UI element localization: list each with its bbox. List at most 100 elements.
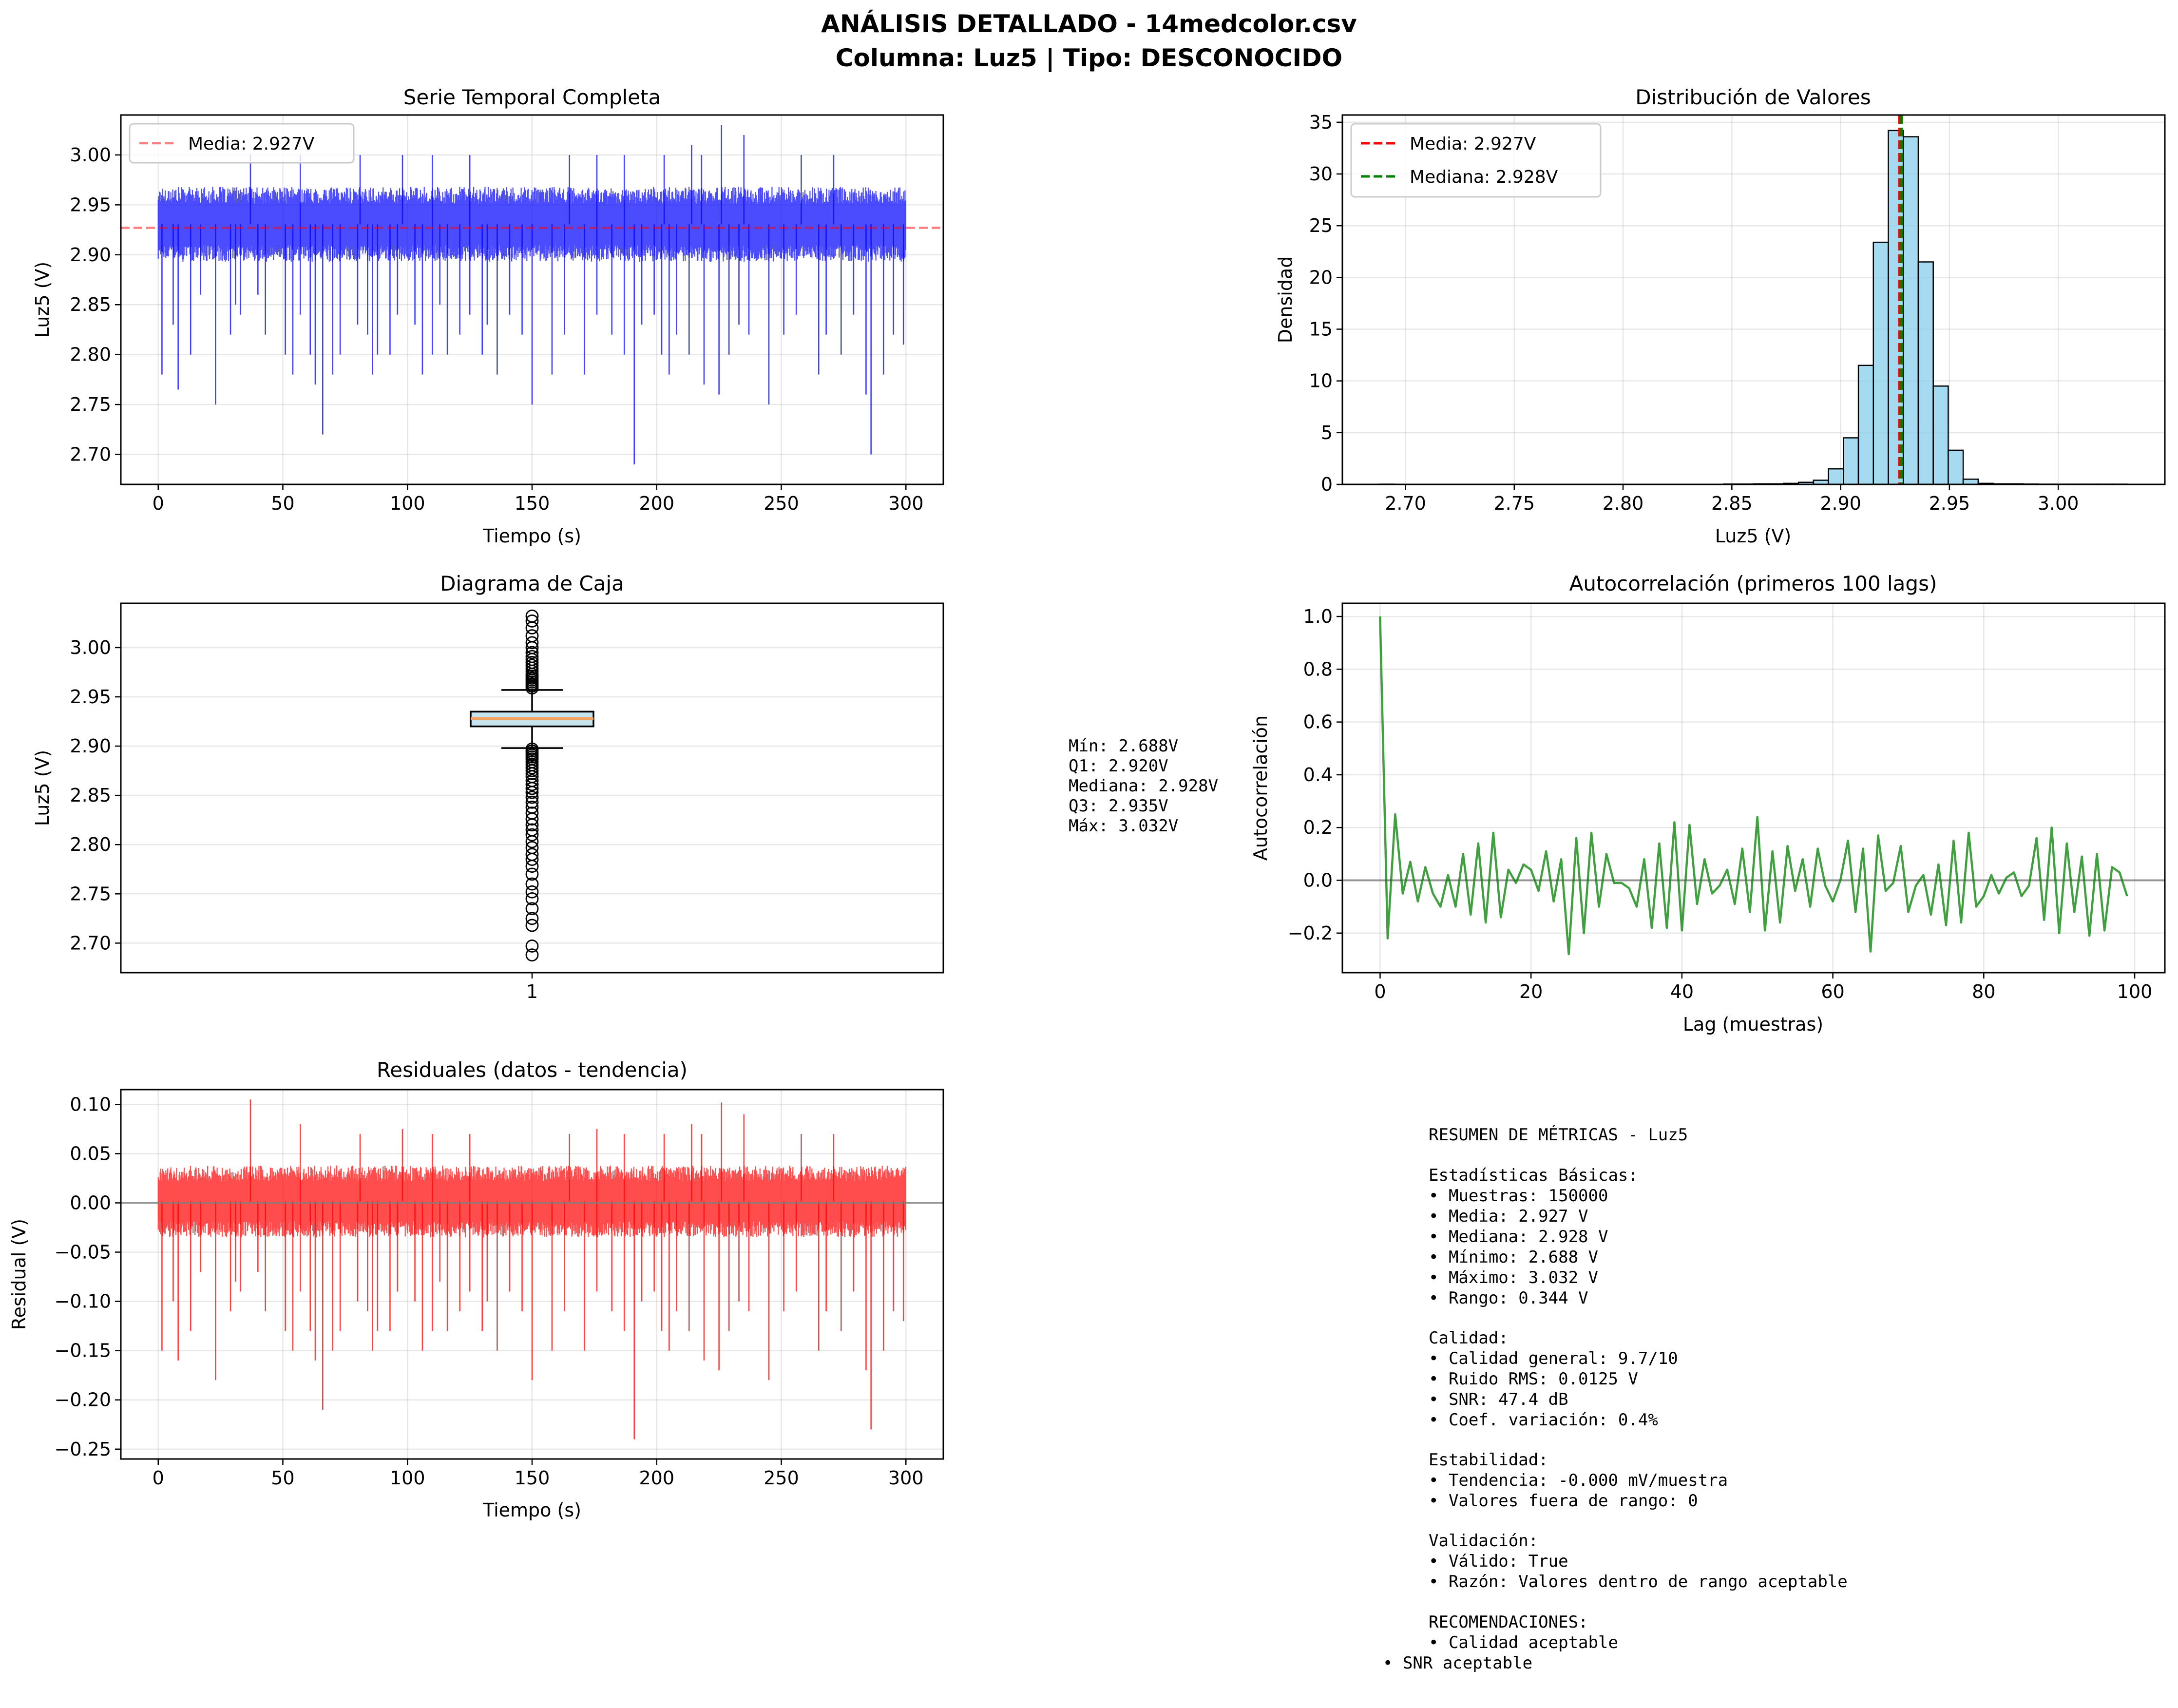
y-tick-label: 2.75 [70, 394, 111, 415]
box-stat-q3: Q3: 2.935V [1069, 796, 1168, 816]
summary-basic-item-1: • Media: 2.927 V [1429, 1207, 1588, 1226]
y-tick-label: 0.8 [1303, 658, 1333, 680]
legend-label-mean: Media: 2.927V [188, 134, 315, 154]
outlier-point [525, 823, 539, 837]
residuals-xlabel: Tiempo (s) [482, 1499, 581, 1521]
summary-validation-item-1: • Razón: Valores dentro de rango aceptab… [1429, 1572, 1848, 1592]
summary-basic-item-0: • Muestras: 150000 [1429, 1186, 1608, 1206]
y-tick-label: 2.80 [70, 834, 111, 855]
autocorrelation-ticks: 0 20 40 60 80 100 −0.2 0.0 0.2 0.4 0.6 0.8 1.0 [1288, 606, 2153, 1002]
x-tick-label: 2.80 [1603, 493, 1644, 514]
y-tick-label: −0.05 [55, 1242, 111, 1263]
boxplot-ticks: 2.70 2.75 2.80 2.85 2.90 2.95 3.00 1 [70, 637, 538, 1002]
y-tick-label: 2.85 [70, 785, 111, 806]
outlier-point [525, 867, 539, 881]
x-tick-label: 100 [390, 493, 425, 514]
y-tick-label: 5 [1321, 422, 1333, 443]
outlier-point [525, 828, 539, 842]
histogram-bar [1828, 468, 1844, 485]
x-tick-label: 0 [1374, 981, 1386, 1002]
x-tick-label: 50 [271, 1467, 294, 1489]
autocorrelation-line [1379, 616, 2128, 956]
summary-quality-item-0: • Calidad general: 9.7/10 [1429, 1349, 1678, 1368]
x-tick-label: 20 [1519, 981, 1543, 1002]
y-tick-label: 0.4 [1303, 764, 1333, 786]
outlier-point [525, 892, 539, 905]
boxplot-ylabel: Luz5 (V) [32, 750, 53, 826]
outlier-point [525, 742, 539, 756]
histogram-bar [1962, 479, 1979, 485]
y-tick-label: −0.10 [55, 1291, 111, 1312]
autocorrelation-plot [1342, 616, 2165, 956]
summary-basic-item-2: • Mediana: 2.928 V [1429, 1227, 1608, 1247]
y-tick-label: 30 [1309, 163, 1333, 185]
y-tick-label: 0.0 [1303, 870, 1333, 891]
summary-basic-item-5: • Rango: 0.344 V [1429, 1288, 1588, 1308]
residuals-title: Residuales (datos - tendencia) [377, 1058, 688, 1082]
y-tick-label: 2.95 [70, 194, 111, 215]
summary-quality-item-1: • Ruido RMS: 0.0125 V [1429, 1369, 1638, 1389]
autocorrelation-title: Autocorrelación (primeros 100 lags) [1569, 572, 1937, 595]
y-tick-label: 2.75 [70, 883, 111, 904]
y-tick-label: 3.00 [70, 637, 111, 658]
box-stat-min: Mín: 2.688V [1069, 736, 1178, 756]
y-tick-label: −0.2 [1288, 922, 1333, 944]
y-tick-label: −0.15 [55, 1340, 111, 1362]
boxplot-plot [470, 609, 594, 962]
y-tick-label: 0.05 [70, 1143, 111, 1164]
outlier-point [525, 912, 539, 925]
summary-recommendations-item-0: • Calidad aceptable [1429, 1633, 1618, 1652]
outlier-point [525, 877, 539, 891]
residuals-ticks: 0 50 100 150 200 250 300 −0.25 −0.20 −0.15 −0.10 −0… [55, 1094, 924, 1489]
outlier-point [525, 801, 539, 814]
x-tick-label: 50 [271, 493, 294, 514]
boxplot-panel: Diagrama de Caja 2.70 2.75 2.80 2.85 2.90 2.9… [32, 572, 944, 1002]
x-tick-label: 1 [526, 981, 538, 1002]
time-series-plot [121, 125, 943, 465]
legend-frame [1350, 123, 1602, 198]
outlier-point [525, 940, 539, 953]
residuals-plot [121, 1099, 943, 1439]
x-tick-label: 0 [153, 1467, 164, 1489]
y-tick-label: 0 [1321, 474, 1333, 495]
outlier-point [525, 755, 539, 768]
time-series-panel: Serie Temporal Completa 0 50 100 150 200 250 3… [32, 85, 944, 547]
histogram-bar [1917, 261, 1934, 485]
y-tick-label: 25 [1309, 215, 1333, 236]
summary-basic-item-3: • Mínimo: 2.688 V [1429, 1247, 1598, 1267]
y-tick-label: 3.00 [70, 144, 111, 166]
y-tick-label: 2.70 [70, 932, 111, 954]
autocorrelation-panel: Autocorrelación (primeros 100 lags) 0 20 4… [1250, 572, 2166, 1035]
x-tick-label: 2.85 [1711, 493, 1753, 514]
histogram-legend: Media: 2.927V Mediana: 2.928V [1350, 123, 1602, 198]
histogram-bar [1948, 449, 1964, 485]
x-tick-label: 2.95 [1929, 493, 1970, 514]
histogram-ylabel: Densidad [1275, 256, 1296, 344]
histogram-xlabel: Luz5 (V) [1715, 525, 1791, 547]
outlier-point [525, 636, 539, 650]
box-stat-median: Mediana: 2.928V [1069, 776, 1218, 796]
x-tick-label: 300 [888, 493, 924, 514]
y-tick-label: 2.95 [70, 686, 111, 708]
summary-quality-item-3: • Coef. variación: 0.4% [1429, 1410, 1658, 1430]
summary-stability-header: Estabilidad: [1429, 1450, 1548, 1470]
summary-basic-item-4: • Máximo: 3.032 V [1429, 1268, 1598, 1287]
autocorrelation-ylabel: Autocorrelación [1250, 715, 1271, 861]
time-series-title: Serie Temporal Completa [403, 85, 661, 109]
x-tick-label: 200 [639, 1467, 674, 1489]
y-tick-label: 0.2 [1303, 817, 1333, 838]
outlier-point [525, 902, 539, 916]
x-tick-label: 250 [764, 1467, 799, 1489]
y-tick-label: 0.00 [70, 1192, 111, 1213]
outlier-point [525, 650, 539, 663]
outlier-point [525, 778, 539, 791]
x-tick-label: 2.70 [1385, 493, 1426, 514]
summary-text: RESUMEN DE MÉTRICAS - Luz5 Estadísticas … [1383, 1125, 1848, 1673]
outlier-point [525, 658, 539, 672]
outlier-point [525, 848, 539, 861]
x-tick-label: 40 [1670, 981, 1694, 1002]
outlier-point [525, 790, 539, 804]
summary-validation-header: Validación: [1429, 1531, 1538, 1551]
